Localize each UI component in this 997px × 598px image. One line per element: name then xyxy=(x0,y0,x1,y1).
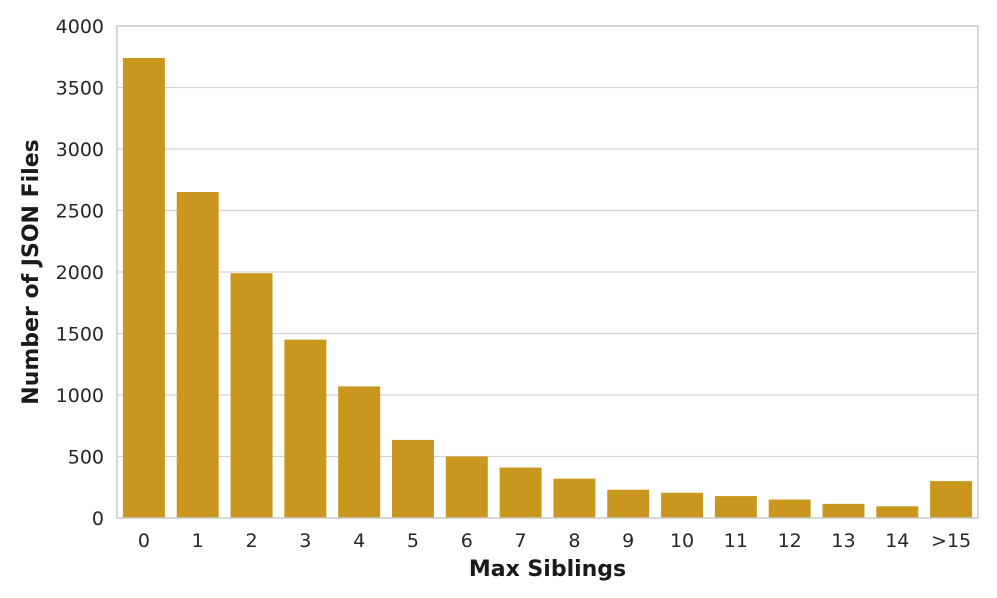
x-axis-title: Max Siblings xyxy=(469,557,626,582)
x-tick-label: 4 xyxy=(353,530,365,552)
bar xyxy=(714,496,757,518)
x-tick-label: 8 xyxy=(568,530,580,552)
y-tick-label: 3000 xyxy=(56,139,104,161)
x-tick-label: 7 xyxy=(515,530,527,552)
bar xyxy=(553,478,596,518)
y-tick-label: 3500 xyxy=(56,78,104,100)
bar xyxy=(607,489,650,518)
bar xyxy=(338,386,381,518)
x-tick-label: 13 xyxy=(831,530,855,552)
y-tick-label: 1000 xyxy=(56,385,104,407)
x-tick-label: 12 xyxy=(778,530,802,552)
x-tick-label: 10 xyxy=(670,530,694,552)
bar xyxy=(284,339,327,518)
bar xyxy=(768,499,811,518)
y-tick-label: 2500 xyxy=(56,201,104,223)
bar xyxy=(122,57,165,518)
bar xyxy=(822,503,865,518)
bar xyxy=(176,192,219,519)
y-tick-label: 1500 xyxy=(56,324,104,346)
bar xyxy=(661,492,704,518)
x-tick-label: 2 xyxy=(245,530,257,552)
y-tick-label: 2000 xyxy=(56,262,104,284)
x-tick-labels: 0 1 2 3 4 5 6 7 8 9 10 11 12 13 14 >15 xyxy=(138,530,971,552)
x-tick-label: 0 xyxy=(138,530,150,552)
y-axis-title: Number of JSON Files xyxy=(19,139,44,404)
x-tick-label: 14 xyxy=(885,530,909,552)
x-tick-label: 11 xyxy=(724,530,748,552)
bar xyxy=(391,439,434,518)
bar xyxy=(876,506,919,518)
y-tick-label: 0 xyxy=(92,508,104,530)
y-tick-labels: 0 500 1000 1500 2000 2500 3000 3500 4000 xyxy=(56,16,104,530)
y-tick-label: 500 xyxy=(68,447,104,469)
x-tick-label: 9 xyxy=(622,530,634,552)
bars xyxy=(122,57,973,519)
bar xyxy=(230,273,273,518)
plot-frame xyxy=(116,25,979,519)
x-tick-label: 1 xyxy=(192,530,204,552)
bar xyxy=(930,481,973,518)
x-tick-label: >15 xyxy=(931,530,971,552)
y-tick-label: 4000 xyxy=(56,16,104,38)
x-tick-label: 5 xyxy=(407,530,419,552)
x-tick-label: 3 xyxy=(299,530,311,552)
bar xyxy=(445,456,488,518)
x-tick-label: 6 xyxy=(461,530,473,552)
bar xyxy=(499,467,542,518)
